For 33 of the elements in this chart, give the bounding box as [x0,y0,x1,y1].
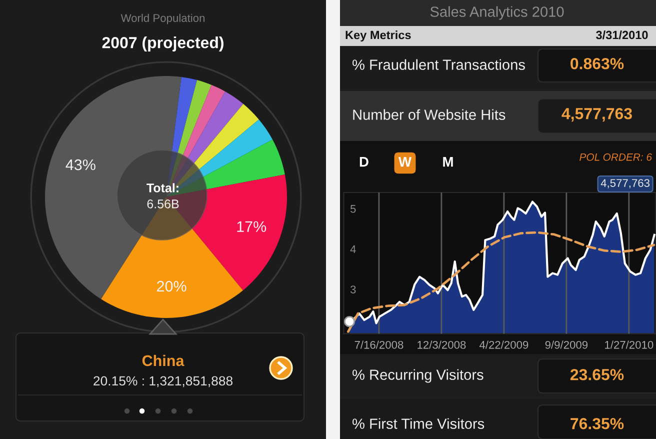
chart-title: World Population [120,14,204,24]
y-tick-label: 4 [350,245,356,254]
data-label: 17% [237,221,266,232]
text: 6.56B [147,200,179,208]
text: Sales Analytics 2010 [430,6,564,20]
text: POL ORDER: 6 [580,153,652,161]
text: 20.15% : 1,321,851,888 [94,376,232,388]
text: Total: [146,183,178,192]
x-tick-label: 12/3/2008 [418,340,466,349]
text: M [443,157,453,167]
text: 4,577,763 [600,179,650,188]
text: % Fraudulent Transactions [352,59,525,70]
text: 3/31/2010 [596,30,648,40]
data-label: 43% [66,159,96,170]
text: Number of Website Hits [353,109,506,120]
x-tick-label: 4/22/2009 [479,340,528,349]
text: % First Time Visitors [352,418,484,429]
text: % Recurring Visitors [352,369,484,383]
text: China [142,354,184,366]
x-tick-label: 7/16/2008 [354,340,404,349]
x-tick-label: 1/27/2010 [605,340,654,349]
data-label: 20% [157,280,186,292]
text: Key Metrics [346,30,411,42]
chart-subtitle: 2007 (projected) [102,36,224,52]
text: D [360,157,368,167]
y-tick-label: 5 [350,205,356,213]
text: W [398,157,412,167]
text: 23.65% [570,368,624,380]
y-tick-label: 3 [350,286,356,294]
text: 0.863% [570,58,624,70]
text: 4,577,763 [562,108,632,122]
x-tick-label: 9/9/2009 [545,340,588,349]
text: 76.35% [570,418,624,430]
